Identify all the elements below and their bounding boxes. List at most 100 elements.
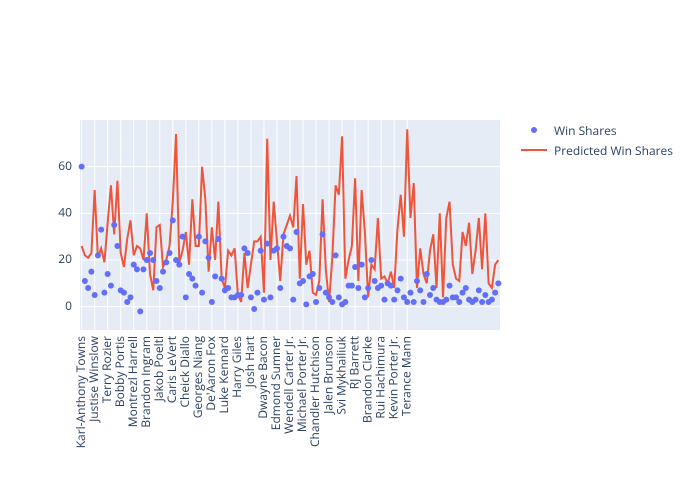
win-shares-point [476, 287, 482, 293]
win-shares-point [420, 299, 426, 305]
win-shares-point [280, 234, 286, 240]
win-shares-point [95, 252, 101, 258]
win-shares-point [274, 245, 280, 251]
win-shares-point [479, 299, 485, 305]
win-shares-point [150, 257, 156, 263]
win-shares-point [202, 238, 208, 244]
win-shares-point [411, 299, 417, 305]
win-shares-point [407, 290, 413, 296]
win-shares-point [137, 308, 143, 314]
win-shares-point [144, 257, 150, 263]
win-shares-point [290, 297, 296, 303]
win-shares-point [355, 285, 361, 291]
win-shares-point [424, 271, 430, 277]
win-shares-point [92, 292, 98, 298]
win-shares-point [199, 290, 205, 296]
win-shares-point [300, 278, 306, 284]
win-shares-point [492, 290, 498, 296]
win-shares-point [264, 241, 270, 247]
win-shares-point [362, 294, 368, 300]
win-shares-point [176, 262, 182, 268]
win-shares-point [365, 285, 371, 291]
win-shares-point [98, 227, 104, 233]
win-shares-point [134, 266, 140, 272]
win-shares-point [82, 278, 88, 284]
win-shares-point [287, 245, 293, 251]
y-tick-label: 40 [58, 204, 72, 221]
win-shares-point [482, 292, 488, 298]
win-shares-point [251, 306, 257, 312]
win-shares-point [349, 283, 355, 289]
win-shares-point [277, 285, 283, 291]
win-shares-point [463, 285, 469, 291]
win-shares-point [329, 299, 335, 305]
win-shares-point [294, 229, 300, 235]
legend: Win Shares Predicted Win Shares [520, 120, 673, 160]
y-tick-label: 20 [58, 250, 72, 267]
win-shares-point [489, 297, 495, 303]
win-shares-point [336, 294, 342, 300]
win-shares-point [140, 266, 146, 272]
legend-label-scatter: Win Shares [554, 122, 617, 139]
win-shares-point [372, 278, 378, 284]
win-shares-point [267, 294, 273, 300]
win-shares-point [154, 278, 160, 284]
win-shares-point [183, 294, 189, 300]
win-shares-point [394, 287, 400, 293]
win-shares-point [333, 252, 339, 258]
y-tick-label: 0 [65, 297, 72, 314]
win-shares-point [447, 283, 453, 289]
win-shares-point [254, 290, 260, 296]
win-shares-point [248, 294, 254, 300]
win-shares-point [238, 292, 244, 298]
win-shares-point [404, 299, 410, 305]
win-shares-point [378, 283, 384, 289]
win-shares-point [359, 262, 365, 268]
y-tick-label: 60 [58, 157, 72, 174]
win-shares-point [320, 231, 326, 237]
win-shares-point [398, 276, 404, 282]
win-shares-point [196, 234, 202, 240]
win-shares-point [101, 290, 107, 296]
win-shares-point [180, 234, 186, 240]
win-shares-point [414, 278, 420, 284]
win-shares-point [85, 285, 91, 291]
win-shares-point [391, 297, 397, 303]
win-shares-point [225, 285, 231, 291]
win-shares-point [352, 264, 358, 270]
win-shares-point [245, 250, 251, 256]
win-shares-point [219, 276, 225, 282]
win-shares-point [261, 297, 267, 303]
win-shares-point [206, 255, 212, 261]
win-shares-point [215, 236, 221, 242]
win-shares-point [111, 222, 117, 228]
win-shares-point [167, 250, 173, 256]
win-shares-point [342, 299, 348, 305]
win-shares-point [79, 164, 85, 170]
x-tick-label: Terance Mann [397, 336, 414, 416]
win-shares-point [163, 259, 169, 265]
win-shares-point [381, 297, 387, 303]
win-shares-point [313, 299, 319, 305]
win-shares-point [127, 294, 133, 300]
win-shares-point [160, 269, 166, 275]
win-shares-point [121, 290, 127, 296]
win-shares-point [147, 250, 153, 256]
win-shares-point [388, 283, 394, 289]
win-shares-point [170, 217, 176, 223]
win-shares-point [88, 269, 94, 275]
win-shares-point [209, 299, 215, 305]
legend-item-line[interactable]: Predicted Win Shares [520, 140, 673, 160]
win-shares-point [456, 299, 462, 305]
dot-icon [520, 123, 548, 137]
win-shares-point [316, 285, 322, 291]
chart-container: 0204060Karl-Anthony TownsJustise Winslow… [0, 0, 700, 500]
win-shares-point [212, 273, 218, 279]
win-shares-point [495, 280, 501, 286]
legend-item-scatter[interactable]: Win Shares [520, 120, 673, 140]
legend-label-line: Predicted Win Shares [554, 142, 673, 159]
win-shares-point [473, 297, 479, 303]
win-shares-point [108, 283, 114, 289]
win-shares-point [443, 297, 449, 303]
win-shares-point [105, 271, 111, 277]
